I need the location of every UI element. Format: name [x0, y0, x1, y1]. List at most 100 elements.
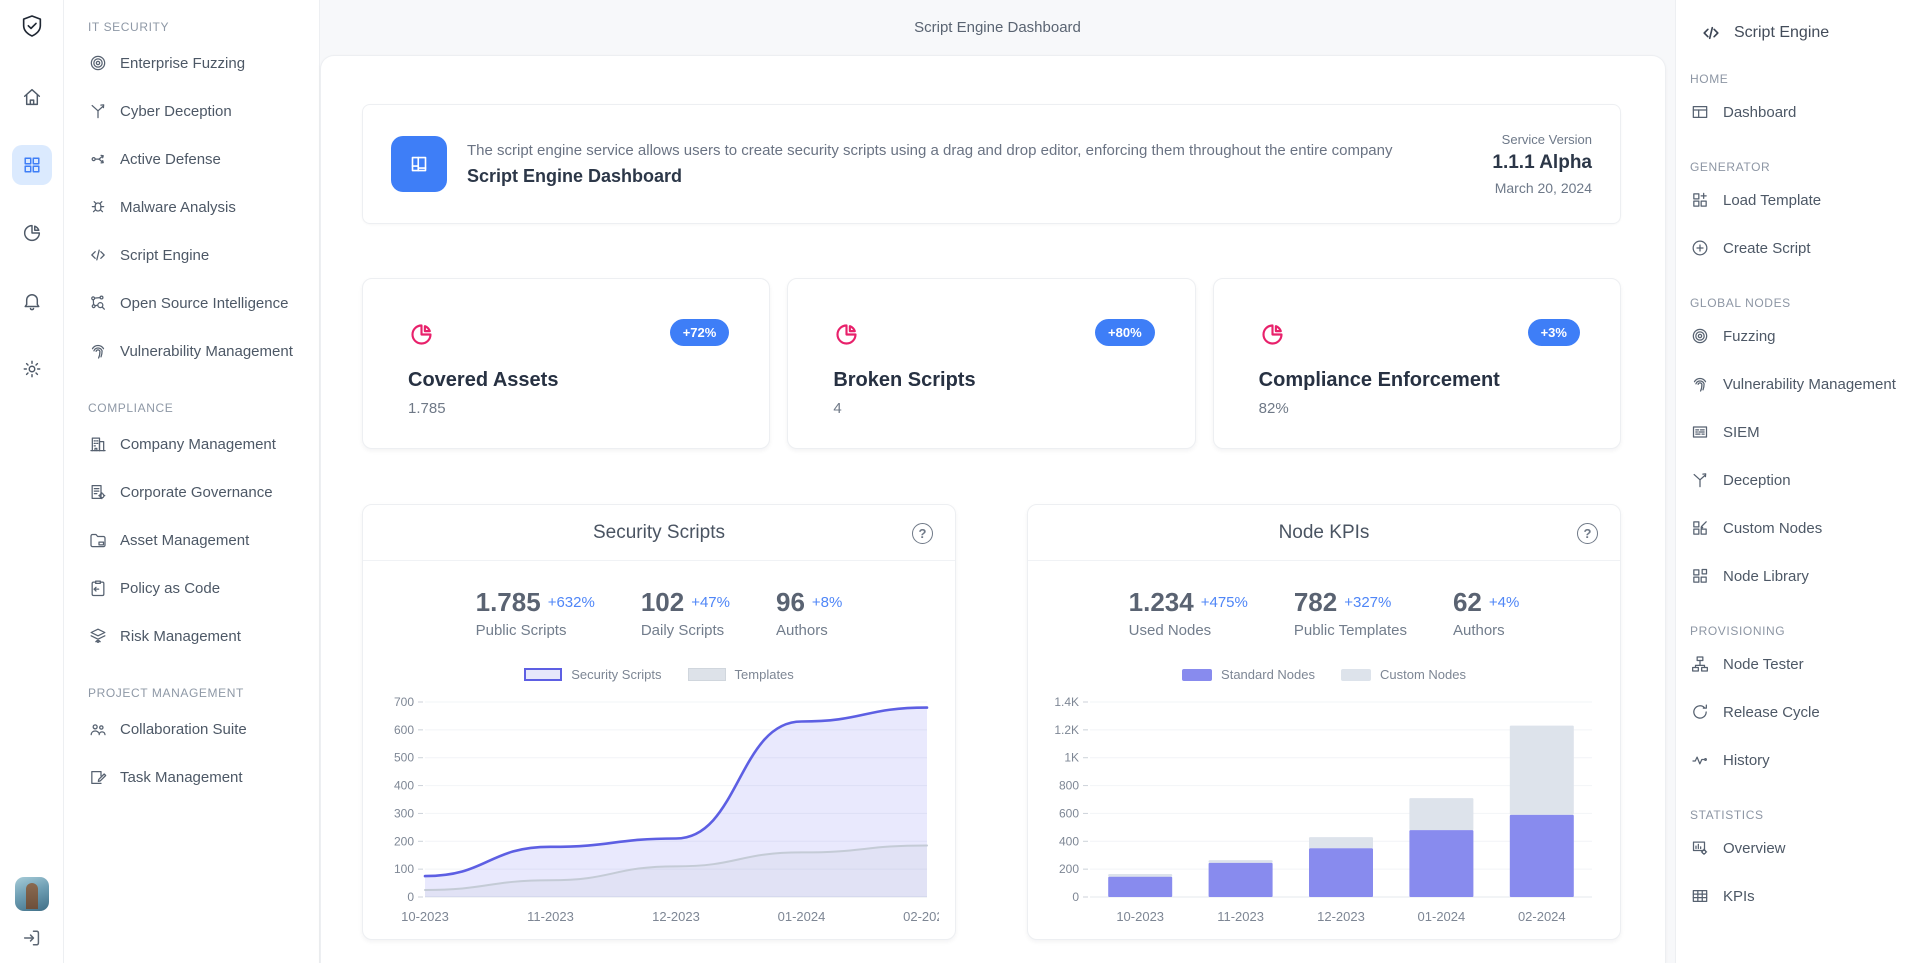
svg-text:500: 500	[394, 751, 414, 765]
chart-plot-security-scripts: 0 100 200 300 400 500 600 700 10-2023 11-2023 12-2…	[394, 695, 939, 924]
right-item-dashboard[interactable]: Dashboard	[1690, 88, 1912, 136]
stat-card-title: Covered Assets	[408, 369, 559, 391]
help-icon[interactable]	[912, 523, 933, 544]
right-item-load-template[interactable]: Load Template	[1690, 176, 1912, 224]
sidebar-item-corporate-governance[interactable]: Corporate Governance	[88, 468, 309, 516]
rail-item-home[interactable]	[12, 77, 52, 117]
stat-card-value: 4	[833, 400, 842, 417]
right-item-node-tester[interactable]: Node Tester	[1690, 640, 1912, 688]
svg-text:200: 200	[394, 834, 414, 848]
right-item-release-cycle[interactable]: Release Cycle	[1690, 688, 1912, 736]
right-sidebar-header[interactable]: Script Engine	[1690, 18, 1912, 48]
rail-nav	[11, 77, 52, 389]
chart-stat-label: Public Scripts	[475, 622, 567, 639]
nav-section-label: PROJECT MANAGEMENT	[88, 686, 244, 700]
stat-card-value: 1.785	[408, 400, 446, 417]
chart-stat-delta: +475%	[1200, 594, 1248, 611]
right-item-kpis[interactable]: KPIs	[1690, 872, 1912, 920]
deception-icon	[88, 101, 108, 121]
right-item-label: Overview	[1723, 839, 1786, 857]
right-item-vulnerability-management[interactable]: Vulnerability Management	[1690, 360, 1912, 408]
right-item-custom-nodes[interactable]: Custom Nodes	[1690, 504, 1912, 552]
rail-item-apps-grid[interactable]	[11, 145, 52, 185]
stat-card-covered-assets: +72% Covered Assets 1.785	[362, 278, 771, 449]
chart-stat-top: 102 +47%	[641, 587, 730, 618]
user-avatar[interactable]	[14, 877, 49, 911]
sidebar-item-cyber-deception[interactable]: Cyber Deception	[88, 87, 309, 135]
right-item-create-script[interactable]: Create Script	[1690, 224, 1912, 272]
svg-text:600: 600	[394, 723, 414, 737]
sidebar-item-enterprise-fuzzing[interactable]: Enterprise Fuzzing	[88, 39, 309, 87]
right-section-home: HOME Dashboard	[1690, 72, 1912, 136]
nav-section-label: IT SECURITY	[88, 20, 170, 34]
chart-stat-top: 62 +4%	[1453, 587, 1519, 618]
legend-swatch	[1182, 668, 1213, 681]
right-section-label: HOME	[1690, 72, 1729, 86]
banner-text: The script engine service allows users t…	[467, 142, 1472, 187]
sidebar-item-asset-management[interactable]: Asset Management	[88, 516, 309, 564]
dashboard-layout-icon	[391, 136, 447, 192]
rail-item-gear[interactable]	[12, 349, 52, 389]
doc-gear-icon	[88, 482, 108, 502]
main-area: Script Engine Dashboard The script engin…	[320, 0, 1675, 963]
legend-label: Custom Nodes	[1379, 667, 1466, 682]
sidebar-item-company-management[interactable]: Company Management	[88, 420, 309, 468]
active-defense-icon	[88, 149, 108, 169]
legend-item-security-scripts: Security Scripts	[524, 667, 662, 682]
grid-edit-icon	[1690, 518, 1710, 538]
right-section-label: PROVISIONING	[1690, 624, 1786, 638]
rail-item-bell[interactable]	[12, 281, 52, 321]
chart-stat: 62 +4% Authors	[1453, 587, 1519, 639]
legend-item-templates: Templates	[687, 667, 794, 682]
svg-text:100: 100	[394, 862, 414, 876]
sidebar-item-label: Corporate Governance	[120, 483, 273, 501]
legend-swatch	[687, 668, 726, 681]
chart-stats: 1.785 +632% Public Scripts 102 +47% Daily Scr…	[363, 587, 955, 639]
chart-stat-value: 102	[640, 587, 685, 617]
clipboard-icon	[88, 578, 108, 598]
sidebar-item-malware-analysis[interactable]: Malware Analysis	[88, 183, 309, 231]
banner-card: The script engine service allows users t…	[362, 104, 1621, 224]
chart-stat-label: Authors	[776, 622, 828, 639]
rail-item-pie-chart[interactable]	[12, 213, 52, 253]
sidebar-item-policy-as-code[interactable]: Policy as Code	[88, 564, 309, 612]
pie-chart-icon	[833, 321, 860, 348]
sidebar-item-vulnerability-management[interactable]: Vulnerability Management	[88, 327, 309, 375]
chart-stat: 1.234 +475% Used Nodes	[1129, 587, 1248, 639]
help-icon[interactable]	[1577, 523, 1598, 544]
chart-stat-label: Authors	[1452, 622, 1505, 639]
right-item-label: Load Template	[1723, 191, 1822, 209]
right-item-siem[interactable]: SIEM	[1690, 408, 1912, 456]
sidebar-item-active-defense[interactable]: Active Defense	[88, 135, 309, 183]
gear-icon	[21, 358, 43, 380]
logout-icon[interactable]	[21, 927, 43, 949]
right-sidebar-sections: HOME Dashboard GENERATOR Load Template Creat…	[1690, 72, 1912, 920]
right-item-overview[interactable]: Overview	[1690, 824, 1912, 872]
svg-text:0: 0	[407, 890, 414, 904]
right-section-label: STATISTICS	[1690, 808, 1764, 822]
stat-card-broken-scripts: +80% Broken Scripts 4	[787, 278, 1196, 449]
right-item-deception[interactable]: Deception	[1690, 456, 1912, 504]
grid-copy-icon	[1690, 566, 1710, 586]
chart-header: Node KPIs	[1028, 505, 1620, 561]
sidebar-item-script-engine[interactable]: Script Engine	[88, 231, 309, 279]
right-item-label: Deception	[1723, 471, 1791, 489]
sidebar-item-task-management[interactable]: Task Management	[88, 753, 309, 801]
right-item-fuzzing[interactable]: Fuzzing	[1690, 312, 1912, 360]
sidebar-item-label: Task Management	[120, 768, 243, 786]
chart-stat-top: 1.785 +632%	[476, 587, 595, 618]
nav-section-label: COMPLIANCE	[88, 401, 174, 415]
right-item-history[interactable]: History	[1690, 736, 1912, 784]
chart-stat-value: 782	[1293, 587, 1338, 617]
svg-text:12-2023: 12-2023	[1317, 909, 1365, 924]
sidebar-item-open-source-intelligence[interactable]: Open Source Intelligence	[88, 279, 309, 327]
sidebar-item-risk-management[interactable]: Risk Management	[88, 612, 309, 660]
doc-edit-icon	[88, 767, 108, 787]
refresh-icon	[1690, 702, 1710, 722]
app-logo[interactable]	[19, 13, 45, 39]
svg-text:12-2023: 12-2023	[652, 909, 700, 924]
right-item-node-library[interactable]: Node Library	[1690, 552, 1912, 600]
table-icon	[1690, 886, 1710, 906]
svg-text:300: 300	[394, 806, 414, 820]
sidebar-item-collaboration-suite[interactable]: Collaboration Suite	[88, 705, 309, 753]
